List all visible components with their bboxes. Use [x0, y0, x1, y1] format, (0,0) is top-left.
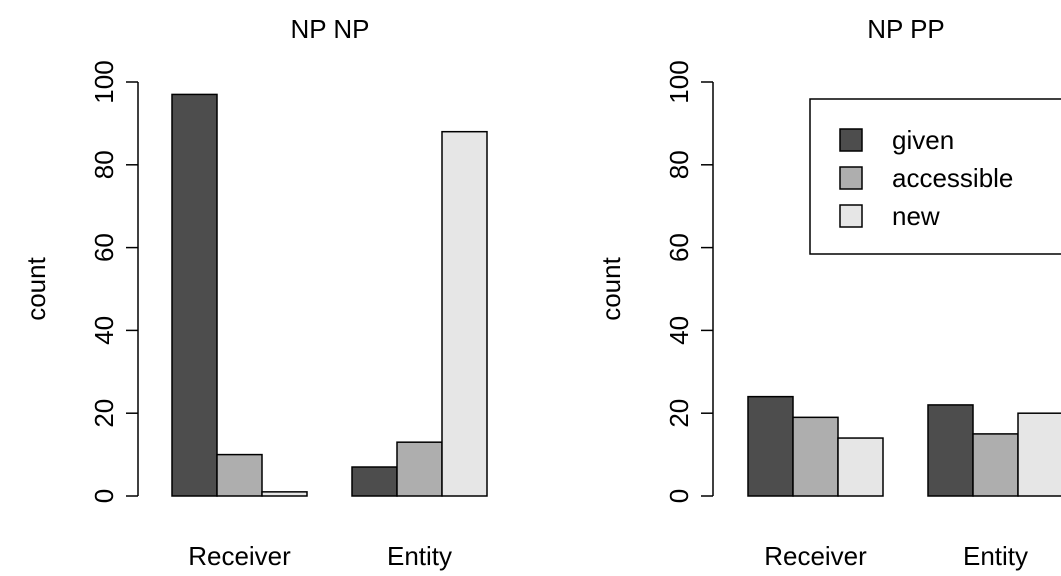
legend-swatch [839, 128, 863, 152]
x-axis-labels: Receiver Entity [764, 541, 1028, 571]
bar [792, 416, 839, 497]
y-tick-label: 20 [89, 399, 119, 428]
x-category-label: Receiver [188, 541, 291, 571]
legend-swatch [839, 166, 863, 190]
y-axis-label: count [596, 256, 626, 320]
y-tick-label: 80 [664, 150, 694, 179]
y-axis: 0 20 40 60 80 100 [89, 60, 139, 503]
bar [1017, 412, 1061, 497]
bar [441, 130, 488, 497]
x-axis-labels: Receiver Entity [188, 541, 452, 571]
bar [972, 433, 1019, 497]
y-tick-label: 100 [664, 60, 694, 103]
bar [171, 93, 218, 497]
bar [927, 404, 974, 497]
bar [216, 453, 263, 497]
x-category-label: Entity [387, 541, 452, 571]
y-tick-label: 40 [664, 316, 694, 345]
legend-label: accessible [892, 163, 1013, 193]
chart-title: NP NP [291, 14, 370, 44]
y-tick-label: 80 [89, 150, 119, 179]
y-axis: 0 20 40 60 80 100 [664, 60, 714, 503]
x-category-label: Entity [963, 541, 1028, 571]
legend: given accessible new [809, 98, 1061, 255]
legend-swatch [839, 204, 863, 228]
x-category-label: Receiver [764, 541, 867, 571]
bars [171, 93, 488, 497]
bars [747, 395, 1061, 497]
bar [351, 466, 398, 497]
bar [396, 441, 443, 497]
bar [747, 395, 794, 497]
y-tick-label: 0 [664, 489, 694, 503]
legend-label: new [892, 201, 940, 231]
bar [261, 491, 308, 497]
bar [837, 437, 884, 497]
y-axis-label: count [21, 256, 51, 320]
chart-panel-np-np: NP NP count 0 20 40 60 80 100 Receiver Entity [21, 14, 488, 571]
y-tick-label: 20 [664, 399, 694, 428]
y-tick-label: 60 [664, 233, 694, 262]
y-tick-label: 60 [89, 233, 119, 262]
y-tick-label: 40 [89, 316, 119, 345]
legend-label: given [892, 125, 954, 155]
y-tick-label: 100 [89, 60, 119, 103]
y-tick-label: 0 [89, 489, 119, 503]
chart-title: NP PP [867, 14, 945, 44]
